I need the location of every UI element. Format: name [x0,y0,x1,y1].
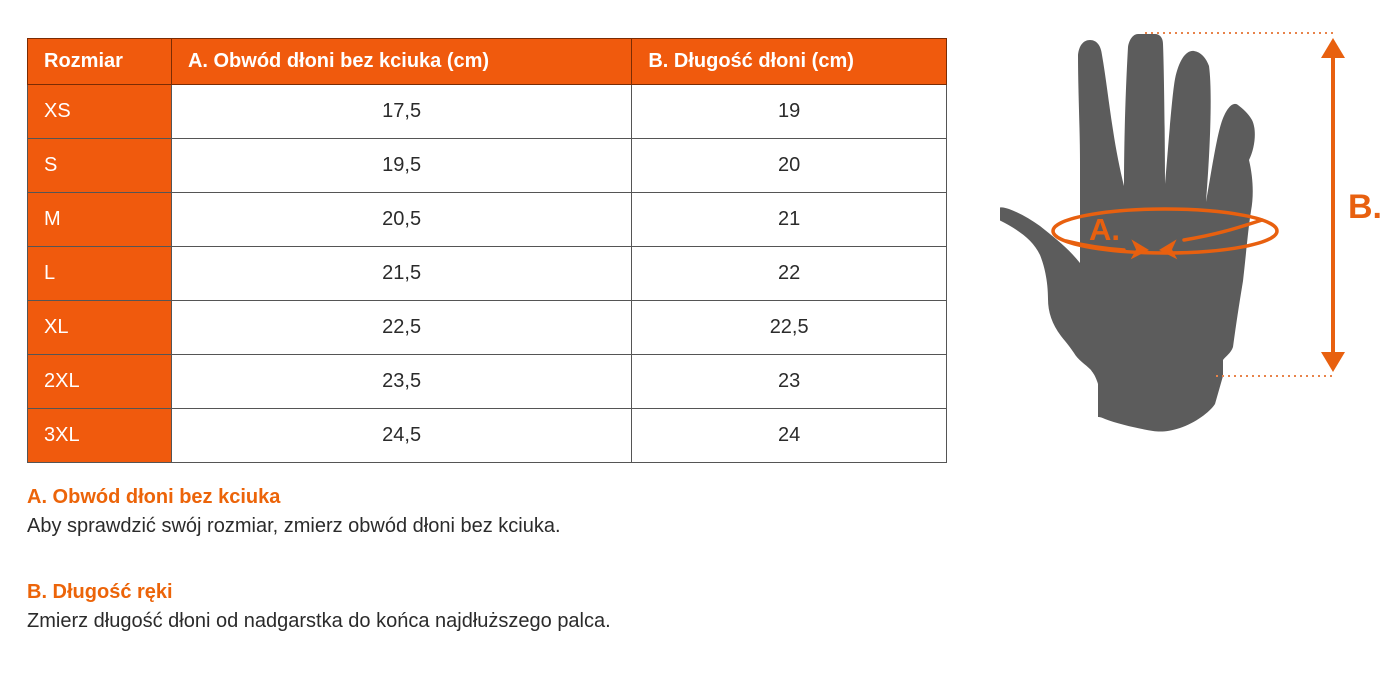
svg-text:A.: A. [1089,212,1120,247]
svg-text:B.: B. [1348,188,1382,226]
